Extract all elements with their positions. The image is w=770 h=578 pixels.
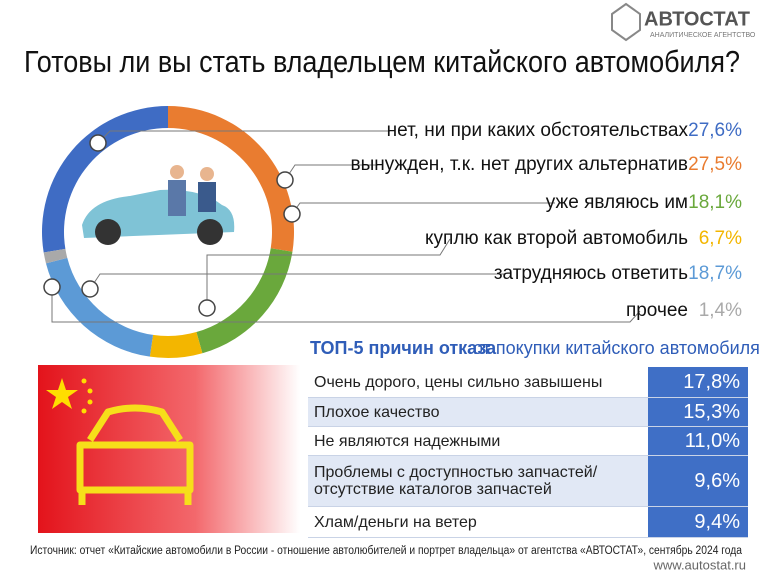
car-illustration: [82, 165, 235, 245]
legend-label: куплю как второй автомобиль: [425, 228, 688, 249]
table-row: Не являются надежными 11,0%: [308, 427, 748, 456]
reason-text: Очень дорого, цены сильно завышены: [314, 373, 603, 391]
donut-segment: [149, 332, 203, 358]
source: Источник: отчет «Китайские автомобили в …: [30, 545, 743, 557]
reason-text: Плохое качество: [308, 398, 648, 426]
url: www.autostat.ru: [653, 557, 747, 572]
chart-title: Готовы ли вы стать владельцем китайского…: [24, 44, 740, 79]
connector-dots: [43, 134, 301, 317]
donut-segment: [43, 248, 68, 264]
brand-name: АВТОСТАТ: [644, 8, 750, 30]
reason-text: Хлам/деньги на ветер: [314, 513, 477, 531]
table-row: Хлам/деньги на ветер 9,4%: [308, 507, 748, 538]
reason-share: 9,6%: [648, 456, 748, 506]
value-label: 18,7%: [688, 263, 742, 284]
table-row: Очень дорого, цены сильно завышены 17,8%: [308, 367, 748, 398]
reason-share: 17,8%: [648, 367, 748, 397]
table-row: Проблемы с доступностью запчастей/ отсут…: [308, 456, 748, 507]
flag-stars: [46, 378, 93, 414]
reason-share: 9,4%: [648, 507, 748, 537]
reason-share: 11,0%: [648, 427, 748, 455]
reasons-table: Очень дорого, цены сильно завышены 17,8% П…: [308, 367, 748, 538]
value-label: 27,6%: [688, 120, 742, 141]
legend-label: нет, ни при каких обстоятельствах: [387, 120, 689, 141]
value-label: 6,7%: [699, 228, 742, 249]
legend-label: прочее: [626, 300, 688, 321]
donut-segment: [168, 106, 294, 252]
table-title: ТОП-5 причин отказа: [310, 338, 497, 358]
legend-label: затрудняюсь ответить: [494, 263, 688, 284]
value-label: 1,4%: [699, 300, 742, 321]
donut-segment: [45, 257, 154, 357]
reason-text: Не являются надежными: [314, 432, 501, 450]
value-label: 27,5%: [688, 154, 742, 175]
reason-share: 15,3%: [648, 398, 748, 426]
table-row: Плохое качество 15,3%: [308, 398, 748, 427]
donut-segment: [196, 248, 293, 354]
legend-label: уже являюсь им: [546, 192, 688, 213]
logo-icon: [611, 2, 641, 42]
car-outline: [76, 404, 194, 505]
value-label: 18,1%: [688, 192, 742, 213]
table-subtitle: от покупки китайского автомобиля: [473, 338, 760, 358]
brand-tagline: АНАЛИТИЧЕСКОЕ АГЕНТСТВО: [650, 32, 756, 39]
legend-label: вынужден, т.к. нет других альтернатив: [350, 154, 688, 175]
reason-text: Проблемы с доступностью запчастей/ отсут…: [308, 456, 648, 506]
